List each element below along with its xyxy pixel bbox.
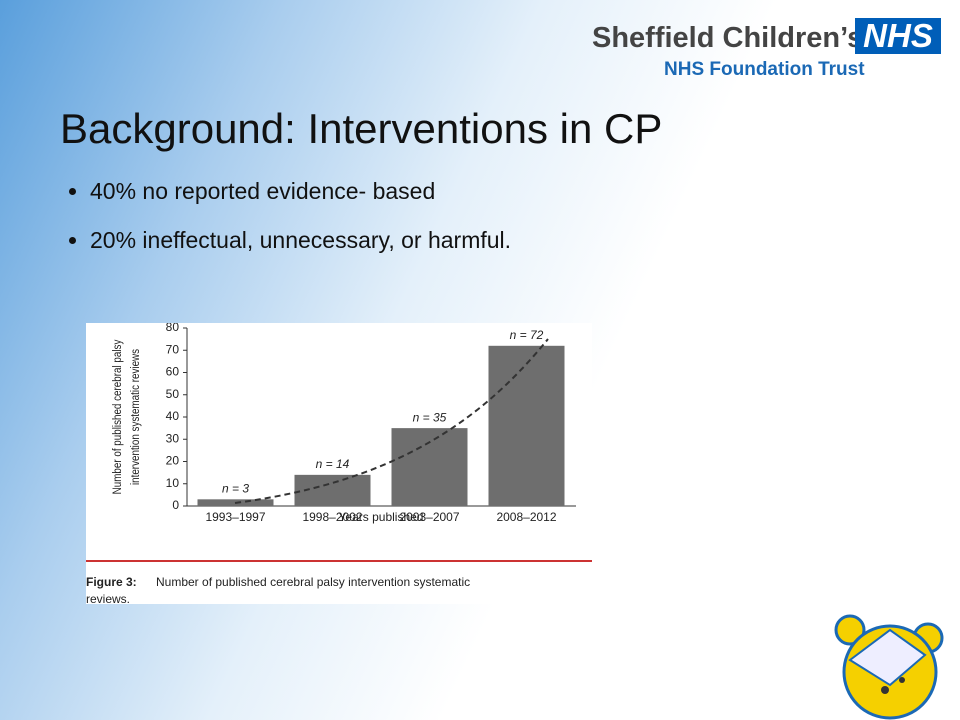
y-tick-label: 20 — [166, 454, 180, 468]
bar — [488, 345, 565, 506]
value-label: n = 14 — [316, 457, 350, 471]
y-tick-label: 10 — [166, 476, 180, 490]
y-tick-label: 0 — [172, 498, 179, 512]
x-tick-label: 2008–2012 — [496, 510, 556, 524]
bullet-list: 40% no reported evidence- based 20% inef… — [60, 178, 511, 276]
y-axis-label: intervention systematic reviews — [129, 348, 142, 485]
y-tick-label: 40 — [166, 409, 180, 423]
x-tick-label: 1993–1997 — [205, 510, 265, 524]
value-label: n = 35 — [413, 410, 447, 424]
y-tick-label: 70 — [166, 342, 180, 356]
org-name: Sheffield Children’s — [592, 22, 864, 54]
caption: reviews. — [86, 592, 130, 604]
trust-name: NHS Foundation Trust — [664, 59, 865, 80]
value-label: n = 3 — [222, 481, 249, 495]
trend-curve — [234, 338, 549, 504]
y-tick-label: 50 — [166, 387, 180, 401]
y-tick-label: 30 — [166, 431, 180, 445]
value-label: n = 72 — [510, 328, 544, 342]
bar — [391, 428, 468, 506]
y-tick-label: 60 — [166, 365, 180, 379]
slide-title: Background: Interventions in CP — [60, 105, 663, 152]
bullet: 40% no reported evidence- based — [90, 178, 511, 205]
caption-label: Figure 3: — [86, 575, 137, 589]
caption: Number of published cerebral palsy inter… — [156, 575, 470, 589]
bullet: 20% ineffectual, unnecessary, or harmful… — [90, 227, 511, 254]
x-tick-label: 1998–2002 — [302, 510, 362, 524]
x-tick-label: 2003–2007 — [399, 510, 459, 524]
bear-logo — [834, 614, 944, 720]
x-axis-label: Years published — [339, 510, 424, 524]
nhs-badge: NHS — [855, 18, 941, 54]
figure: Years published Figure 3: Number of publ… — [86, 323, 592, 604]
y-tick-label: 80 — [166, 323, 180, 334]
y-axis-label: Number of published cerebral palsy — [111, 339, 124, 494]
